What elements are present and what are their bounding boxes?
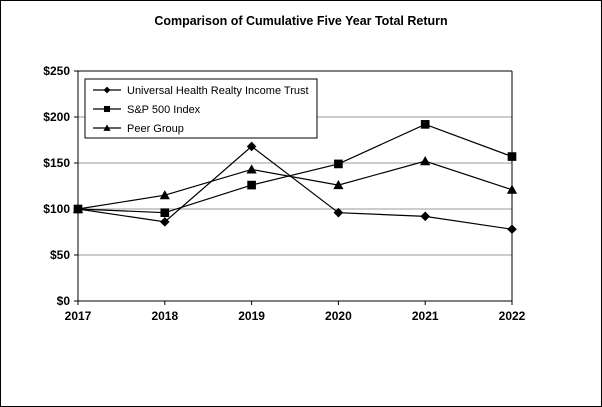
- x-tick-label-2: 2019: [238, 309, 265, 323]
- x-tick-label-3: 2020: [325, 309, 352, 323]
- x-tick-label-1: 2018: [151, 309, 178, 323]
- series-line-universal-health-realty-income-trust: [77, 145, 513, 230]
- legend-marker-s-p-500-index: [103, 105, 111, 113]
- x-tick-label-4: 2021: [412, 309, 439, 323]
- legend-entry-peer-group: Peer Group: [93, 123, 184, 135]
- series-universal-health-realty-income-trust: [73, 141, 517, 235]
- point-universal-health-realty-income-trust-2020: [333, 207, 344, 218]
- x-tick-labels: 2017 2018 2019 2020 2021 2022: [65, 309, 526, 323]
- point-s-p-500-index-2021: [420, 120, 430, 129]
- point-s-p-500-index-2022: [507, 152, 517, 161]
- legend-marker-universal-health-realty-income-trust: [103, 86, 111, 94]
- chart-title: Comparison of Cumulative Five Year Total…: [154, 14, 448, 28]
- y-tick-label-1: $50: [50, 248, 70, 262]
- legend-box: [84, 78, 318, 139]
- point-peer-group-2019: [246, 164, 257, 174]
- series-line-peer-group: [77, 160, 513, 210]
- point-peer-group-2017: [72, 203, 84, 214]
- legend-entry-universal-health-realty-income-trust: Universal Health Realty Income Trust: [93, 85, 309, 97]
- point-peer-group-2018: [159, 190, 170, 200]
- point-s-p-500-index-2019: [247, 180, 256, 190]
- x-tick-label-5: 2022: [499, 309, 526, 323]
- legend-marker-peer-group: [103, 124, 111, 131]
- point-peer-group-2020: [333, 179, 344, 190]
- y-tick-label-4: $200: [43, 110, 70, 124]
- y-tick-label-2: $100: [43, 202, 70, 216]
- point-peer-group-2022: [506, 184, 518, 194]
- point-universal-health-realty-income-trust-2019: [246, 141, 257, 152]
- legend-label-s-p-500-index: S&P 500 Index: [127, 104, 201, 116]
- y-tick-label-5: $250: [43, 64, 70, 78]
- point-peer-group-2021: [420, 156, 431, 166]
- series-line-s-p-500-index: [77, 123, 513, 214]
- point-s-p-500-index-2018: [160, 208, 170, 217]
- legend-label-peer-group: Peer Group: [127, 123, 184, 135]
- y-tick-labels: $0 $50 $100 $150 $200 $250: [43, 64, 70, 308]
- point-universal-health-realty-income-trust-2018: [160, 217, 170, 227]
- y-tick-label-0: $0: [57, 294, 71, 308]
- y-tick-label-3: $150: [43, 156, 70, 170]
- point-s-p-500-index-2020: [334, 159, 343, 169]
- point-universal-health-realty-income-trust-2022: [507, 224, 517, 235]
- series-group: [72, 120, 518, 235]
- legend-label-universal-health-realty-income-trust: Universal Health Realty Income Trust: [127, 85, 309, 97]
- series-peer-group: [72, 156, 518, 214]
- x-tick-label-0: 2017: [65, 309, 92, 323]
- legend-entry-s-p-500-index: S&P 500 Index: [93, 104, 201, 116]
- legend: Universal Health Realty Income Trust S&P …: [84, 78, 318, 139]
- point-universal-health-realty-income-trust-2021: [420, 211, 430, 222]
